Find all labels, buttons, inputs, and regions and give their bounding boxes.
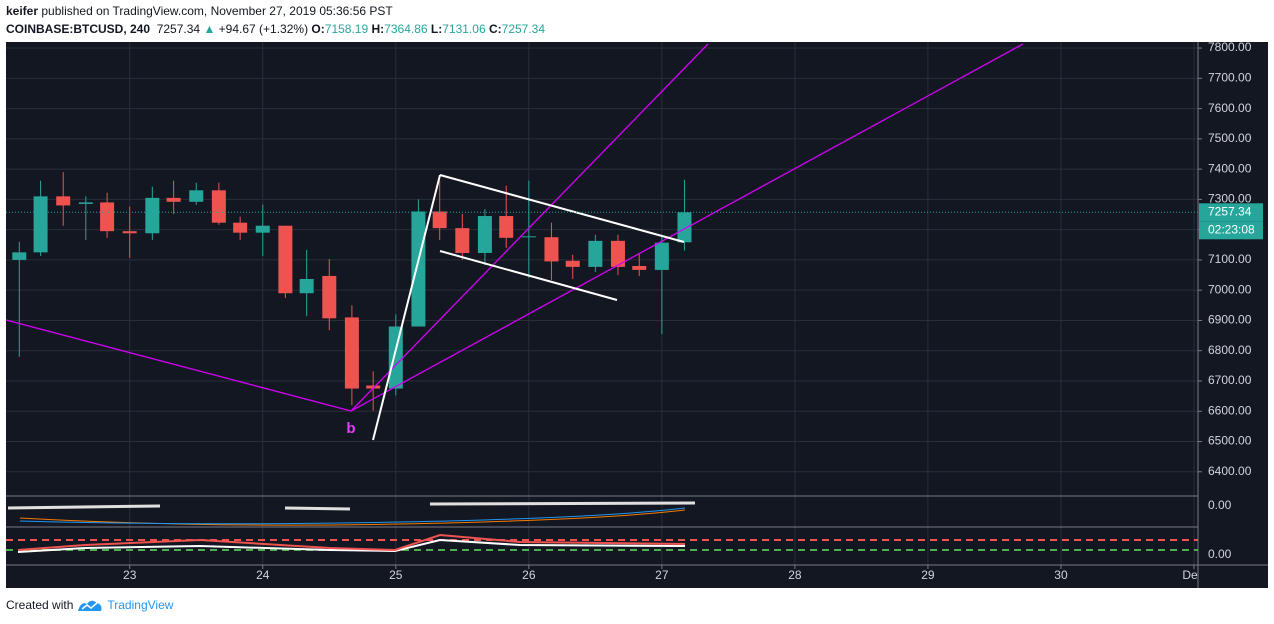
o-label: O: <box>311 22 325 36</box>
indicator-tick-label: 0.00 <box>1208 547 1232 561</box>
candle-body <box>499 216 514 238</box>
candle-body <box>632 265 647 270</box>
y-tick-label: 7600.00 <box>1208 101 1252 115</box>
h-value: 7364.86 <box>384 22 428 36</box>
candle-body <box>366 385 381 389</box>
created-with: Created with <box>6 598 74 612</box>
x-tick-label: 28 <box>788 568 802 582</box>
grid <box>6 42 1198 565</box>
candle-body <box>166 197 181 202</box>
candle-body <box>211 190 226 223</box>
x-tick-label: 27 <box>655 568 669 582</box>
candle-body <box>411 211 426 327</box>
indicator-tick-label: 0.00 <box>1208 498 1232 512</box>
candle-body <box>388 326 403 389</box>
last-price-box <box>1199 203 1263 222</box>
y-tick-label: 6700.00 <box>1208 373 1252 387</box>
x-tick-label: 24 <box>256 568 270 582</box>
y-tick-label: 6800.00 <box>1208 343 1252 357</box>
candle-body <box>299 278 314 294</box>
footer: Created with TradingView <box>6 598 173 612</box>
candle-body <box>432 211 447 229</box>
candle-body <box>654 242 669 270</box>
candle-body <box>322 275 337 319</box>
o-value: 7158.19 <box>324 22 369 36</box>
logo-cloud <box>78 600 102 611</box>
countdown-label: 02:23:08 <box>1208 222 1255 236</box>
annotation: b <box>346 420 355 437</box>
symbol-line: COINBASE:BTCUSD, 240 7257.34 ▲ +94.67 (+… <box>6 22 545 36</box>
x-tick-label: 30 <box>1054 568 1068 582</box>
candle-body <box>12 252 27 260</box>
candle-body <box>565 260 580 267</box>
stoch-line <box>17 538 686 553</box>
logo <box>78 600 102 611</box>
last: 7257.34 <box>156 22 201 36</box>
symbol: COINBASE:BTCUSD, 240 <box>6 22 151 36</box>
candle-body <box>521 236 536 238</box>
chart-bg <box>6 42 1268 588</box>
candle-body <box>544 237 559 262</box>
y-tick-label: 7000.00 <box>1208 282 1252 296</box>
y-tick-label: 6500.00 <box>1208 434 1252 448</box>
c-value: 7257.34 <box>501 22 546 36</box>
candle-body <box>588 240 603 267</box>
candle-body <box>477 216 492 253</box>
candle-body <box>677 212 692 243</box>
candles <box>12 172 692 411</box>
candle-body <box>233 222 248 233</box>
candle-body <box>610 240 625 267</box>
channel-lines <box>372 174 685 441</box>
candle-body <box>100 202 115 232</box>
y-tick-label: 7700.00 <box>1208 70 1252 84</box>
candle-body <box>56 196 71 206</box>
candle-body <box>344 317 359 389</box>
y-tick-label: 6600.00 <box>1208 403 1252 417</box>
last-price-label: 7257.34 <box>1208 204 1252 218</box>
y-tick-label: 7400.00 <box>1208 161 1252 175</box>
candle-body <box>455 228 470 253</box>
publish-line: keifer published on TradingView.com, Nov… <box>6 4 393 18</box>
candle-body <box>33 196 48 253</box>
candle-body <box>122 231 137 234</box>
arrow: ▲ <box>203 22 216 36</box>
y-tick-label: 6900.00 <box>1208 313 1252 327</box>
candle-body <box>278 225 293 294</box>
histogram <box>7 501 696 511</box>
trend-lines <box>5 43 1024 412</box>
published: published on TradingView.com, November 2… <box>41 4 393 18</box>
stoch-signal <box>17 533 686 552</box>
countdown-box <box>1199 221 1263 240</box>
candle-body <box>145 197 160 234</box>
x-tick-label: 23 <box>123 568 137 582</box>
h-label: H: <box>371 22 385 36</box>
macd-line <box>19 507 686 525</box>
x-tick-label: 25 <box>389 568 403 582</box>
y-tick-label: 6400.00 <box>1208 464 1252 478</box>
candle-body <box>78 202 93 204</box>
brand: TradingView <box>107 598 174 612</box>
c-label: C: <box>488 22 502 36</box>
author: keifer <box>6 4 39 18</box>
candle-body <box>255 225 270 233</box>
candle-body <box>189 190 204 202</box>
y-tick-label: 7500.00 <box>1208 131 1252 145</box>
x-tick-label: 26 <box>522 568 536 582</box>
signal-line <box>19 509 686 526</box>
logo-line <box>81 602 98 610</box>
y-tick-label: 7800.00 <box>1208 40 1252 54</box>
y-tick-label: 7300.00 <box>1208 192 1252 206</box>
l-label: L: <box>430 22 443 36</box>
l-value: 7131.06 <box>442 22 486 36</box>
y-tick-label: 7100.00 <box>1208 252 1252 266</box>
change: +94.67 (+1.32%) <box>218 22 309 36</box>
x-tick-label: De <box>1182 568 1198 582</box>
x-tick-label: 29 <box>921 568 935 582</box>
